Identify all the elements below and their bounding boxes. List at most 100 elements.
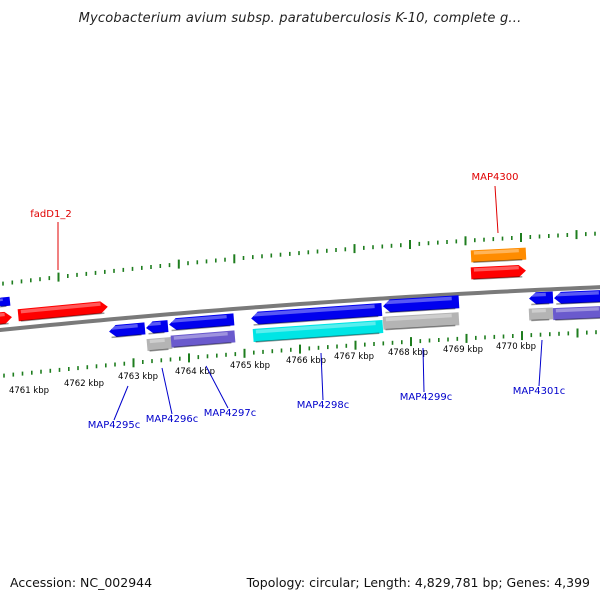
reverse-gene-arrow — [251, 302, 383, 326]
scale-label: 4767 kbp — [334, 352, 374, 362]
scale-label: 4769 kbp — [443, 345, 483, 355]
gene-label-map4301c: MAP4301c — [513, 386, 565, 397]
gene-label-leader — [113, 385, 129, 421]
gene-label-map4299c: MAP4299c — [400, 392, 452, 403]
purple-feature-bar-body — [170, 330, 236, 348]
orange-feature-bar-highlight — [473, 248, 519, 255]
genome-backbone — [0, 285, 600, 333]
scale-label: 4761 kbp — [9, 386, 49, 396]
scale-label: 4768 kbp — [388, 348, 428, 358]
scale-label: 4764 kbp — [175, 367, 215, 377]
reverse-gene-arrow-highlight — [171, 314, 227, 323]
gray-feature-bar — [382, 312, 460, 331]
scale-label: 4765 kbp — [230, 361, 270, 371]
scale-label: 4762 kbp — [64, 379, 104, 389]
forward-gene-arrow-highlight — [20, 302, 101, 314]
reverse-gene-arrow — [109, 322, 146, 339]
reverse-gene-arrow-highlight — [531, 292, 546, 297]
gene-label-leader — [538, 339, 543, 387]
forward-gene-arrow-shadow — [0, 322, 9, 326]
gene-label-leader — [422, 347, 425, 393]
purple-feature-bar-shadow — [173, 341, 232, 349]
gene-label-leader — [494, 185, 499, 234]
reverse-gene-arrow-body — [383, 295, 460, 313]
reverse-gene-arrow-body — [0, 296, 11, 307]
reverse-gene-arrow-body — [251, 302, 383, 325]
forward-gene-arrow-body — [17, 301, 108, 322]
gene-label-map4298c: MAP4298c — [297, 400, 349, 411]
purple-feature-bar-shadow — [555, 317, 600, 321]
gray-feature-bar — [528, 307, 554, 322]
purple-feature-bar — [170, 330, 236, 349]
reverse-gene-arrow-highlight — [253, 304, 375, 317]
scale-label: 4766 kbp — [286, 356, 326, 366]
purple-feature-bar-highlight — [173, 331, 228, 340]
gene-label-map4300: MAP4300 — [472, 172, 519, 183]
reverse-gene-arrow — [146, 320, 169, 335]
accession-label: Accession: NC_002944 — [10, 575, 153, 590]
gene-label-leader — [320, 352, 324, 401]
purple-feature-bar-highlight — [555, 307, 599, 313]
gray-feature-bar-body — [528, 307, 554, 321]
reverse-gene-arrow-body — [554, 289, 600, 304]
forward-gene-arrow-body — [0, 311, 12, 325]
reverse-gene-arrow-shadow — [171, 324, 231, 332]
reverse-gene-arrow-highlight — [111, 324, 138, 330]
orange-feature-bar-body — [470, 247, 527, 263]
gene-label-map4297c: MAP4297c — [204, 408, 256, 419]
reverse-gene-arrow-shadow — [556, 301, 600, 305]
forward-gene-arrow — [17, 301, 108, 322]
forward-gene-arrow-highlight — [0, 312, 5, 317]
scale-label: 4763 kbp — [118, 372, 158, 382]
gray-feature-bar — [146, 336, 173, 352]
reverse-gene-arrow-body — [146, 320, 169, 334]
forward-gene-arrow — [470, 264, 526, 281]
forward-gene-arrow-highlight — [473, 265, 519, 272]
reverse-gene-arrow — [529, 291, 554, 306]
gray-feature-bar-shadow — [531, 318, 550, 322]
reverse-gene-arrow-highlight — [148, 321, 161, 327]
gene-label-fadd1_2: fadD1_2 — [30, 209, 71, 220]
cyan-feature-bar-highlight — [255, 321, 376, 334]
cyan-feature-bar-body — [252, 320, 384, 342]
reverse-gene-arrow — [169, 313, 235, 332]
reverse-gene-arrow-shadow — [148, 331, 165, 335]
reverse-gene-arrow-body — [109, 322, 146, 337]
reverse-gene-arrow-shadow — [385, 307, 456, 314]
reverse-gene-arrow — [0, 296, 11, 308]
reverse-gene-arrow-body — [529, 291, 554, 305]
map-title: Mycobacterium avium subsp. paratuberculo… — [78, 11, 522, 26]
gray-feature-bar-highlight — [149, 338, 165, 344]
gray-feature-bar-body — [146, 336, 173, 352]
gene-label-leader — [205, 365, 229, 409]
reverse-gene-arrow-shadow — [111, 333, 142, 339]
gene-label-map4295c: MAP4295c — [88, 420, 140, 431]
gray-feature-bar-shadow — [149, 348, 169, 352]
reverse-gene-arrow-body — [169, 313, 235, 331]
orange-feature-bar — [470, 247, 527, 264]
reverse-gene-arrow-shadow — [531, 302, 550, 306]
purple-feature-bar-body — [552, 305, 600, 321]
gray-feature-bar-highlight — [531, 308, 546, 313]
reverse-gene-arrow-highlight — [385, 296, 452, 305]
gene-label-leader — [161, 367, 173, 415]
topology-label: Topology: circular; Length: 4,829,781 bp… — [246, 575, 590, 590]
forward-gene-arrow-body — [470, 264, 526, 280]
purple-feature-bar — [552, 305, 600, 321]
scale-label: 4770 kbp — [496, 342, 536, 352]
reverse-gene-arrow — [554, 289, 600, 305]
orange-feature-bar-shadow — [473, 259, 523, 264]
cyan-feature-bar-shadow — [255, 332, 380, 343]
gray-feature-bar-highlight — [385, 313, 452, 322]
reverse-gene-arrow-highlight — [0, 298, 3, 302]
reverse-gene-arrow — [383, 295, 460, 314]
gray-feature-bar-body — [382, 312, 460, 330]
gray-feature-bar-shadow — [385, 324, 456, 331]
reverse-gene-arrow-shadow — [0, 305, 7, 308]
gene-label-map4296c: MAP4296c — [146, 414, 198, 425]
forward-gene-arrow-shadow — [20, 312, 105, 322]
reverse-gene-arrow-highlight — [556, 291, 599, 297]
cyan-feature-bar — [252, 320, 384, 343]
forward-gene-arrow-shadow — [473, 276, 523, 281]
